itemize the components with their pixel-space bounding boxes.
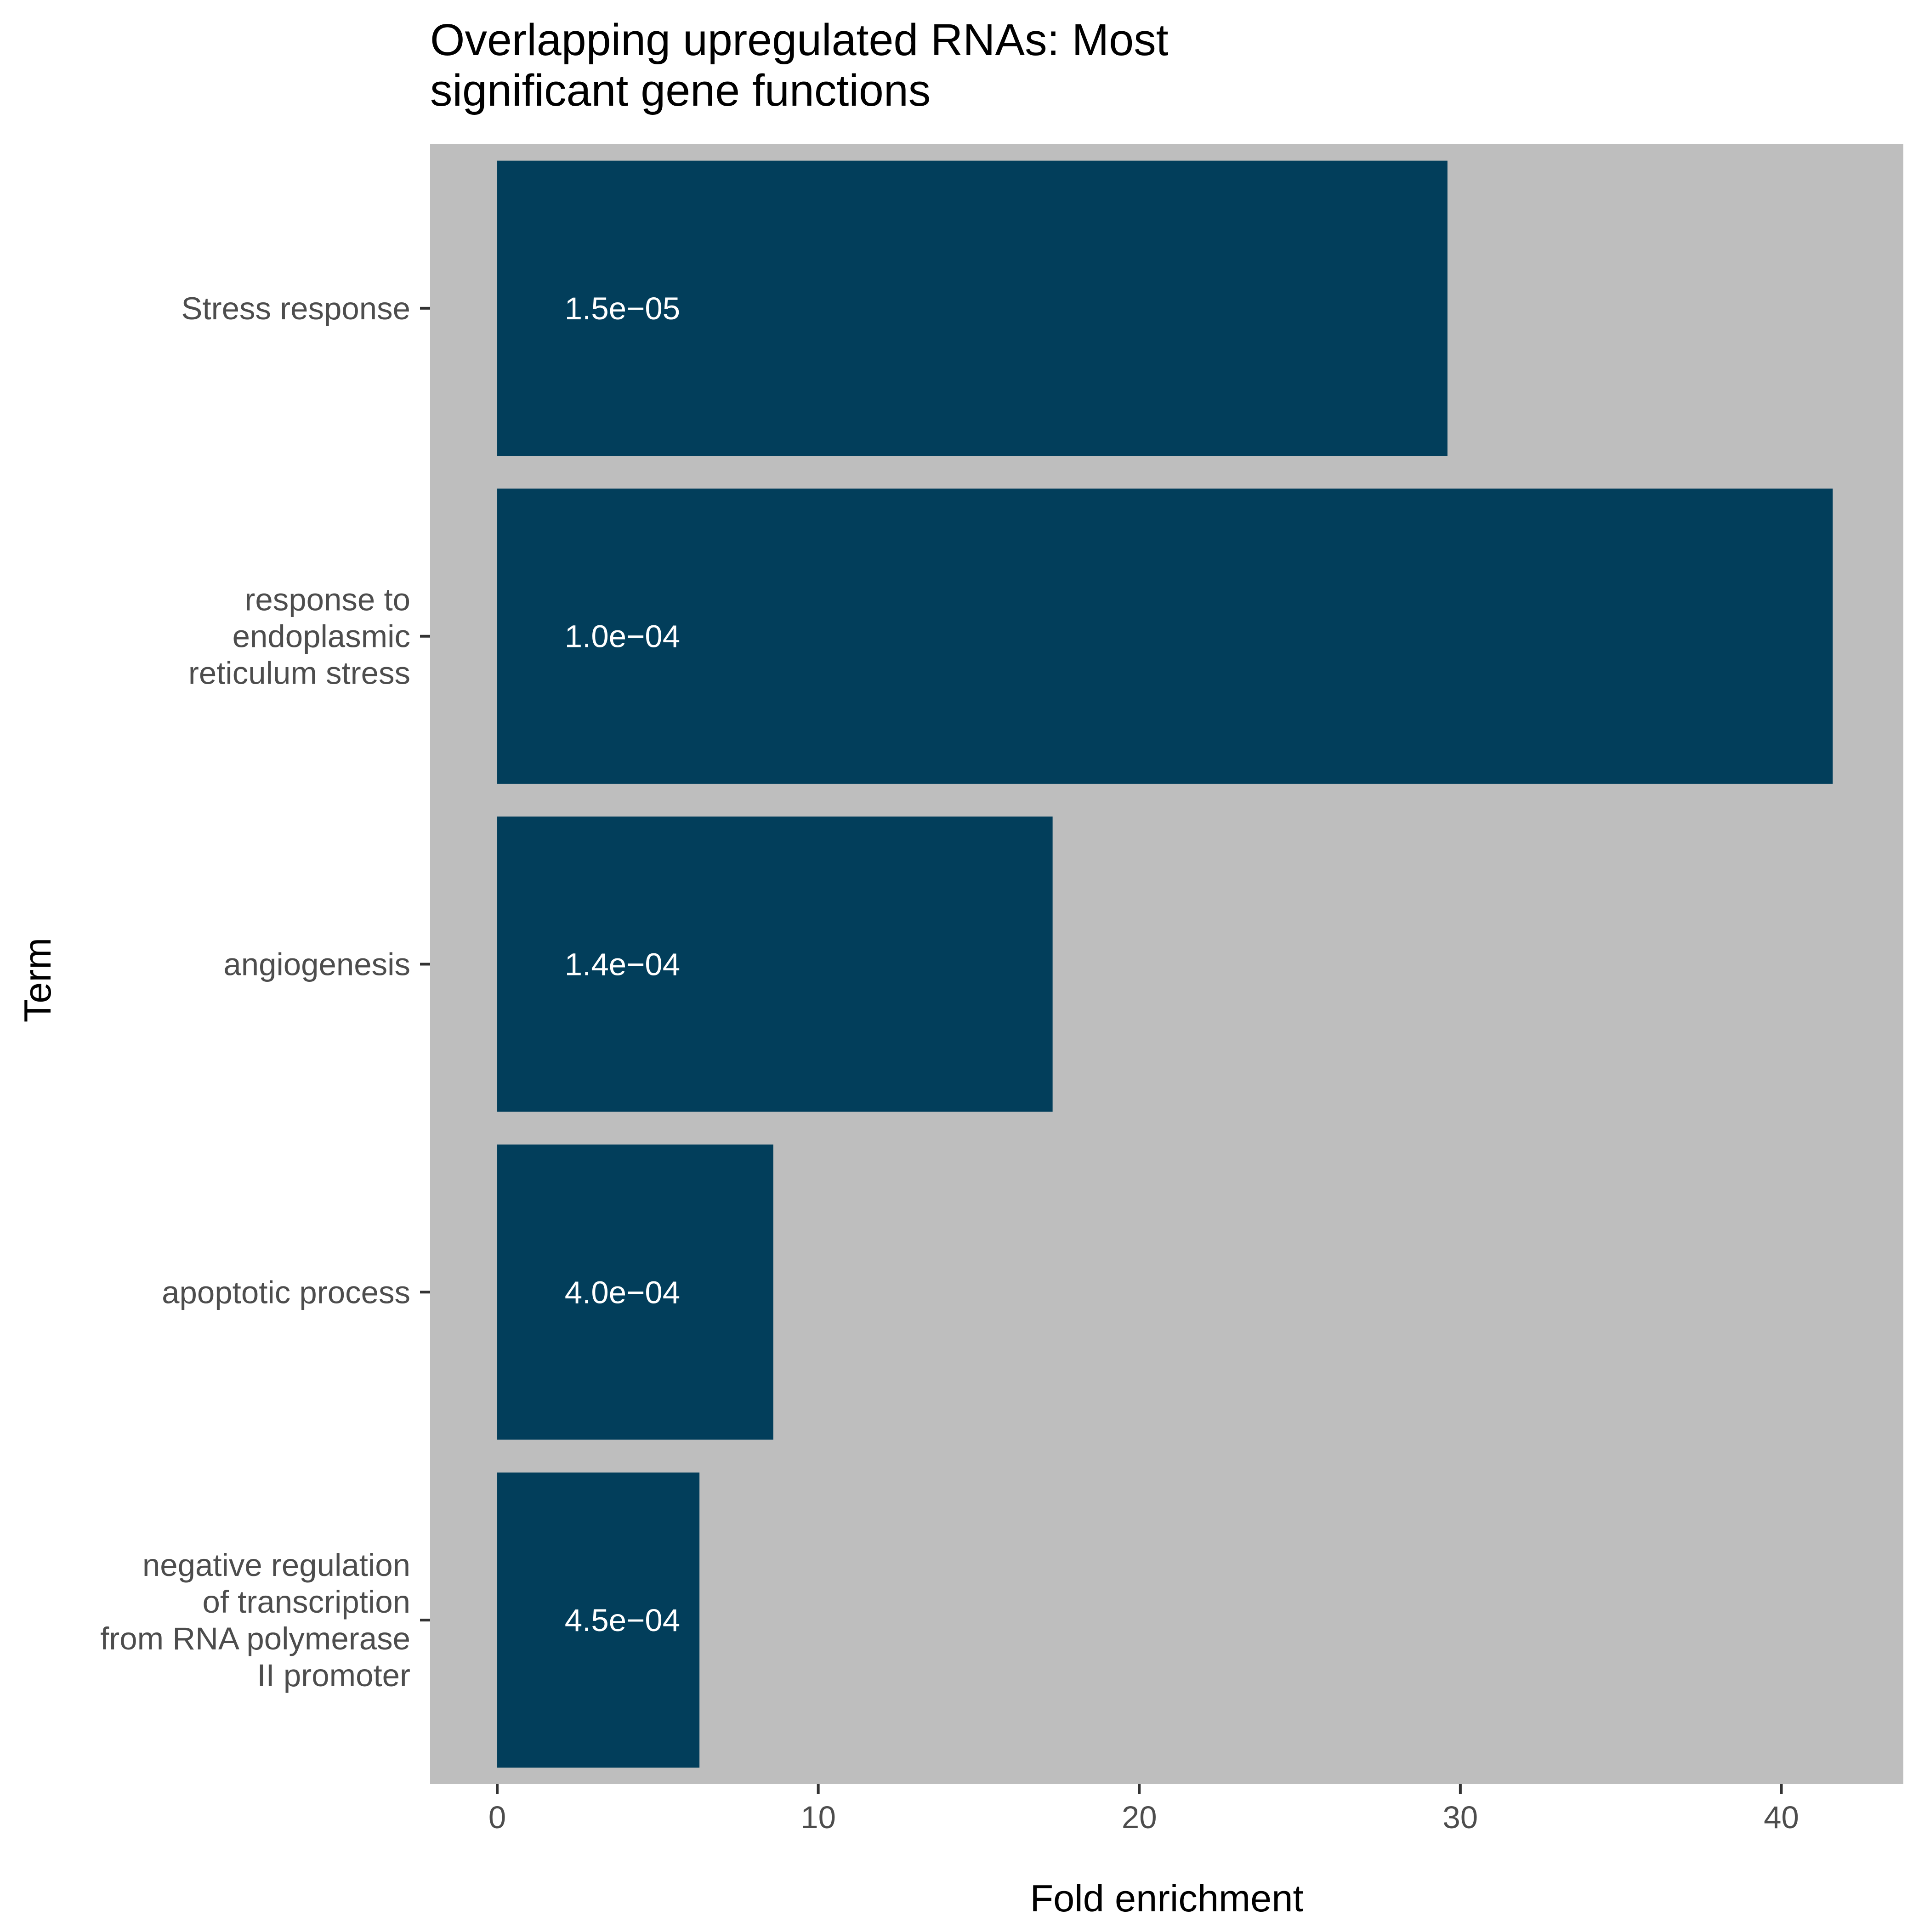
bar [497,816,1053,1112]
y-tick-label: negative regulation of transcription from … [100,1547,410,1693]
y-tick-label: apoptotic process [162,1275,410,1310]
y-axis: Stress response response to endoplasmic ret… [100,291,430,1693]
bar-value-label: 4.5e−04 [565,1603,680,1638]
y-axis-title: Term [16,938,59,1022]
x-tick-label: 10 [800,1800,836,1835]
x-axis-title: Fold enrichment [1030,1877,1303,1920]
bar [497,1472,700,1768]
y-tick-label: angiogenesis [223,947,410,982]
bar [497,1144,773,1440]
bar-value-label: 1.4e−04 [565,947,680,982]
chart-title-line: Overlapping upregulated RNAs: Most [430,15,1169,65]
x-tick-label: 40 [1764,1800,1799,1835]
y-tick-label: Stress response [181,291,410,326]
x-tick-label: 0 [488,1800,506,1835]
x-tick-label: 20 [1122,1800,1157,1835]
bar-labels: 1.5e−05 1.0e−04 1.4e−04 4.0e−04 4.5e−04 [565,291,680,1638]
bar-value-label: 1.5e−05 [565,291,680,326]
y-tick-label: response to endoplasmic reticulum stress [188,582,410,691]
bar [497,488,1833,784]
bar [497,160,1448,456]
x-axis: 0 10 20 30 40 [488,1784,1799,1835]
bar-value-label: 1.0e−04 [565,619,680,654]
chart-title-line: significant gene functions [430,65,931,115]
bars [497,160,1833,1768]
chart-title: Overlapping upregulated RNAs: Most signif… [430,15,1169,115]
x-tick-label: 30 [1443,1800,1478,1835]
bar-value-label: 4.0e−04 [565,1275,680,1310]
